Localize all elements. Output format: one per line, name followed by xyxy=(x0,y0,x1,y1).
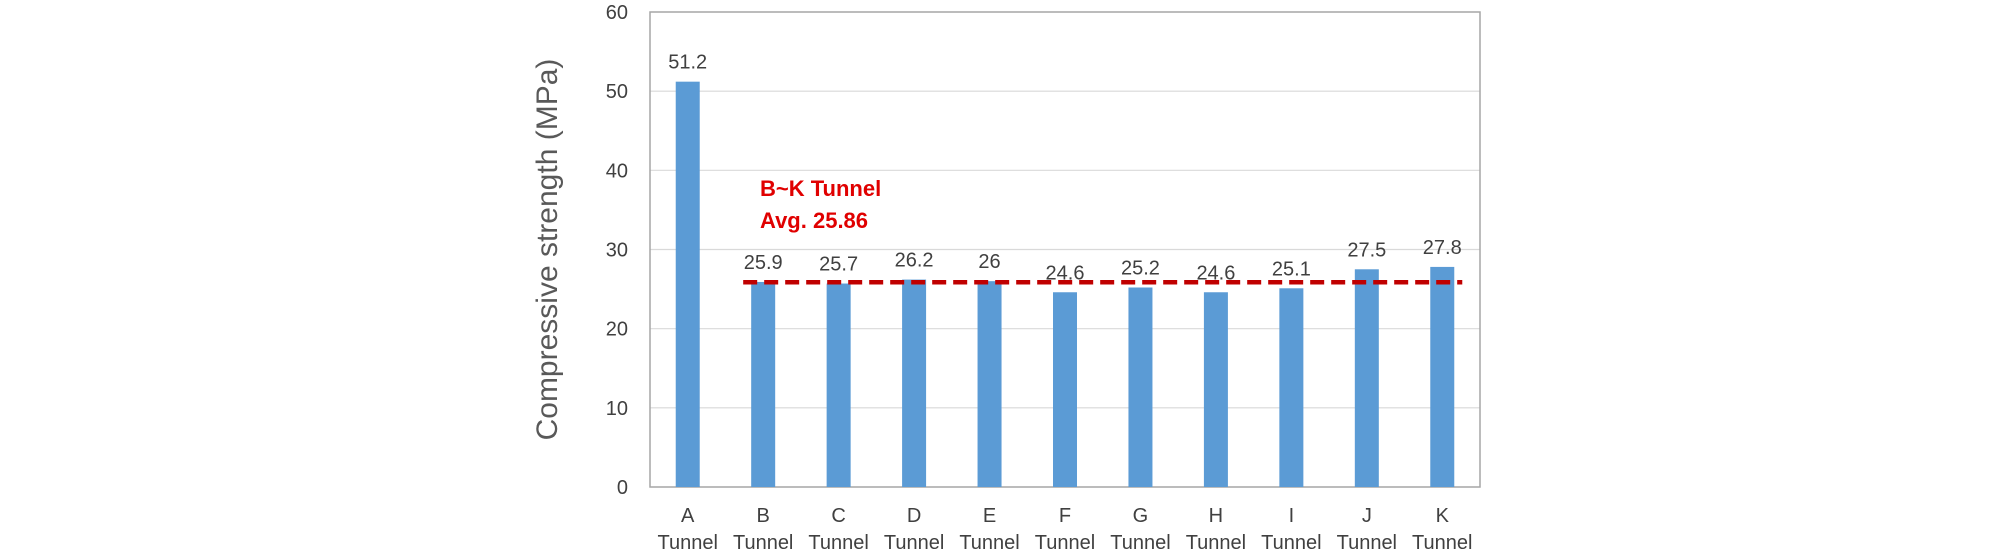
x-category-suffix: Tunnel xyxy=(1412,532,1472,554)
bar-d xyxy=(902,279,927,487)
bar-j xyxy=(1354,269,1379,487)
x-axis-categories: A Tunnel B Tunnel C Tunnel D Tunnel E Tunnel F Tunn… xyxy=(658,505,1473,554)
x-category-suffix: Tunnel xyxy=(1337,532,1397,554)
x-category-suffix: Tunnel xyxy=(1261,532,1321,554)
data-label: 25.9 xyxy=(744,252,783,274)
bar-h xyxy=(1203,292,1228,487)
y-axis-title: Compressive strength (MPa) xyxy=(531,59,564,441)
data-label: 25.1 xyxy=(1272,258,1311,280)
data-label: 24.6 xyxy=(1196,262,1235,284)
data-label: 25.2 xyxy=(1121,258,1160,280)
x-category-label: H xyxy=(1209,505,1223,527)
gridlines xyxy=(650,90,1480,409)
data-label: 27.5 xyxy=(1347,239,1386,261)
bar-f xyxy=(1053,292,1077,487)
x-category-label: D xyxy=(907,505,921,527)
x-category-suffix: Tunnel xyxy=(658,532,718,554)
y-tick-label: 30 xyxy=(606,240,628,262)
data-label: 26 xyxy=(978,251,1000,273)
x-category-label: J xyxy=(1362,505,1372,527)
x-category-label: F xyxy=(1059,505,1071,527)
data-label: 24.6 xyxy=(1046,262,1085,284)
x-category-suffix: Tunnel xyxy=(808,532,868,554)
y-tick-label: 40 xyxy=(606,160,628,182)
y-tick-label: 20 xyxy=(606,319,628,341)
bar-series xyxy=(675,81,1455,488)
x-category-label: I xyxy=(1289,505,1295,527)
data-label: 25.7 xyxy=(819,254,858,276)
y-tick-label: 60 xyxy=(606,2,628,24)
average-annotation-value: Avg. 25.86 xyxy=(760,208,868,233)
data-label: 26.2 xyxy=(895,250,934,272)
x-category-suffix: Tunnel xyxy=(1035,532,1095,554)
x-category-suffix: Tunnel xyxy=(959,532,1019,554)
x-category-label: A xyxy=(681,505,695,527)
data-label: 51.2 xyxy=(668,52,707,74)
data-labels: 51.2 25.9 25.7 26.2 26 24.6 25.2 24.6 25.1 27.5 27… xyxy=(668,52,1461,285)
y-tick-label: 50 xyxy=(606,81,628,103)
average-annotation-title: B~K Tunnel xyxy=(760,176,881,201)
x-category-label: G xyxy=(1133,505,1149,527)
x-category-label: E xyxy=(983,505,996,527)
x-category-label: B xyxy=(757,505,770,527)
bar-k xyxy=(1430,266,1455,487)
bar-b xyxy=(751,281,776,487)
x-category-suffix: Tunnel xyxy=(1110,532,1170,554)
y-tick-label: 0 xyxy=(617,477,628,499)
bar-g xyxy=(1128,287,1153,487)
data-label: 27.8 xyxy=(1423,237,1462,259)
bar-e xyxy=(977,281,1002,487)
x-category-suffix: Tunnel xyxy=(884,532,944,554)
bar-i xyxy=(1279,288,1304,487)
x-category-label: K xyxy=(1436,505,1450,527)
x-category-suffix: Tunnel xyxy=(733,532,793,554)
bar-a xyxy=(675,81,700,488)
x-category-label: C xyxy=(831,505,845,527)
x-category-suffix: Tunnel xyxy=(1186,532,1246,554)
y-axis-ticks: 0 10 20 30 40 50 60 xyxy=(606,2,628,499)
bar-c xyxy=(826,283,851,487)
y-tick-label: 10 xyxy=(606,398,628,420)
